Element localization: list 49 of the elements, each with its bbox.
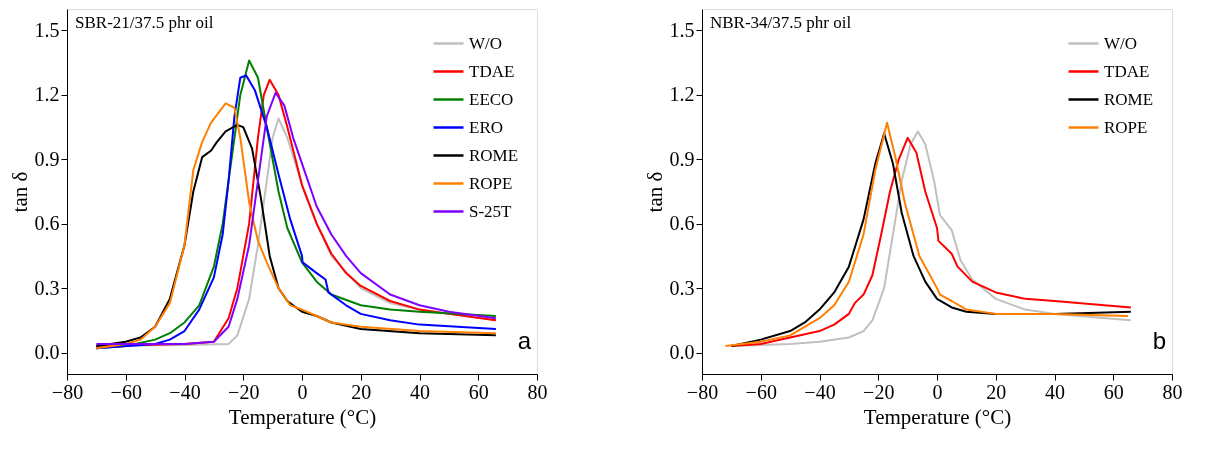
y-tick-label: 1.5 — [34, 18, 60, 41]
x-tick-label: −60 — [745, 380, 777, 403]
x-tick-label: 60 — [468, 380, 489, 403]
x-tick-label: 40 — [1045, 380, 1065, 403]
annotation: SBR-21/37.5 phr oil — [75, 13, 214, 32]
legend-label: W/O — [1104, 33, 1138, 53]
x-tick-label: 80 — [527, 380, 548, 403]
y-tick-label: 0.0 — [34, 341, 60, 364]
x-tick-label: 40 — [410, 380, 430, 403]
legend-label: ROME — [1104, 89, 1154, 109]
x-tick-label: −60 — [110, 380, 142, 403]
y-tick-label: 0.9 — [34, 147, 60, 170]
annotation: a — [517, 327, 532, 354]
y-tick-label: 0.6 — [34, 212, 60, 235]
x-tick-label: −80 — [686, 380, 719, 403]
x-tick-label: 80 — [1162, 380, 1183, 403]
y-tick-label: 1.2 — [34, 83, 60, 106]
x-tick-label: 60 — [1103, 380, 1124, 403]
legend-label: TDAE — [1104, 61, 1150, 81]
legend-label: ERO — [469, 117, 503, 137]
annotation: NBR-34/37.5 phr oil — [710, 13, 852, 32]
y-tick-label: 0.3 — [669, 276, 695, 299]
y-tick-label: 1.5 — [669, 18, 695, 41]
legend-label: W/O — [469, 33, 503, 53]
legend-label: ROME — [469, 145, 519, 165]
x-tick-label: 0 — [932, 380, 943, 403]
x-tick-label: 20 — [986, 380, 1007, 403]
y-tick-label: 0.6 — [669, 212, 695, 235]
legend-label: ROPE — [469, 173, 513, 193]
legend-label: EECO — [469, 89, 514, 109]
x-tick-label: −40 — [169, 380, 201, 403]
legend-label: S-25T — [469, 201, 513, 221]
legend-label: TDAE — [469, 61, 515, 81]
x-tick-label: 20 — [351, 380, 372, 403]
x-tick-label: −40 — [804, 380, 836, 403]
y-axis-title: tan δ — [642, 171, 667, 213]
legend-label: ROPE — [1104, 117, 1148, 137]
y-tick-label: 0.9 — [669, 147, 695, 170]
x-axis-title: Temperature (°C) — [863, 404, 1012, 429]
annotation: b — [1152, 327, 1166, 354]
y-tick-label: 1.2 — [669, 83, 695, 106]
y-tick-label: 0.3 — [34, 276, 60, 299]
y-tick-label: 0.0 — [669, 341, 695, 364]
x-tick-label: −80 — [51, 380, 84, 403]
x-axis-title: Temperature (°C) — [228, 404, 377, 429]
x-tick-label: −20 — [228, 380, 260, 403]
x-tick-label: −20 — [863, 380, 895, 403]
x-tick-label: 0 — [297, 380, 308, 403]
y-axis-title: tan δ — [7, 171, 32, 213]
